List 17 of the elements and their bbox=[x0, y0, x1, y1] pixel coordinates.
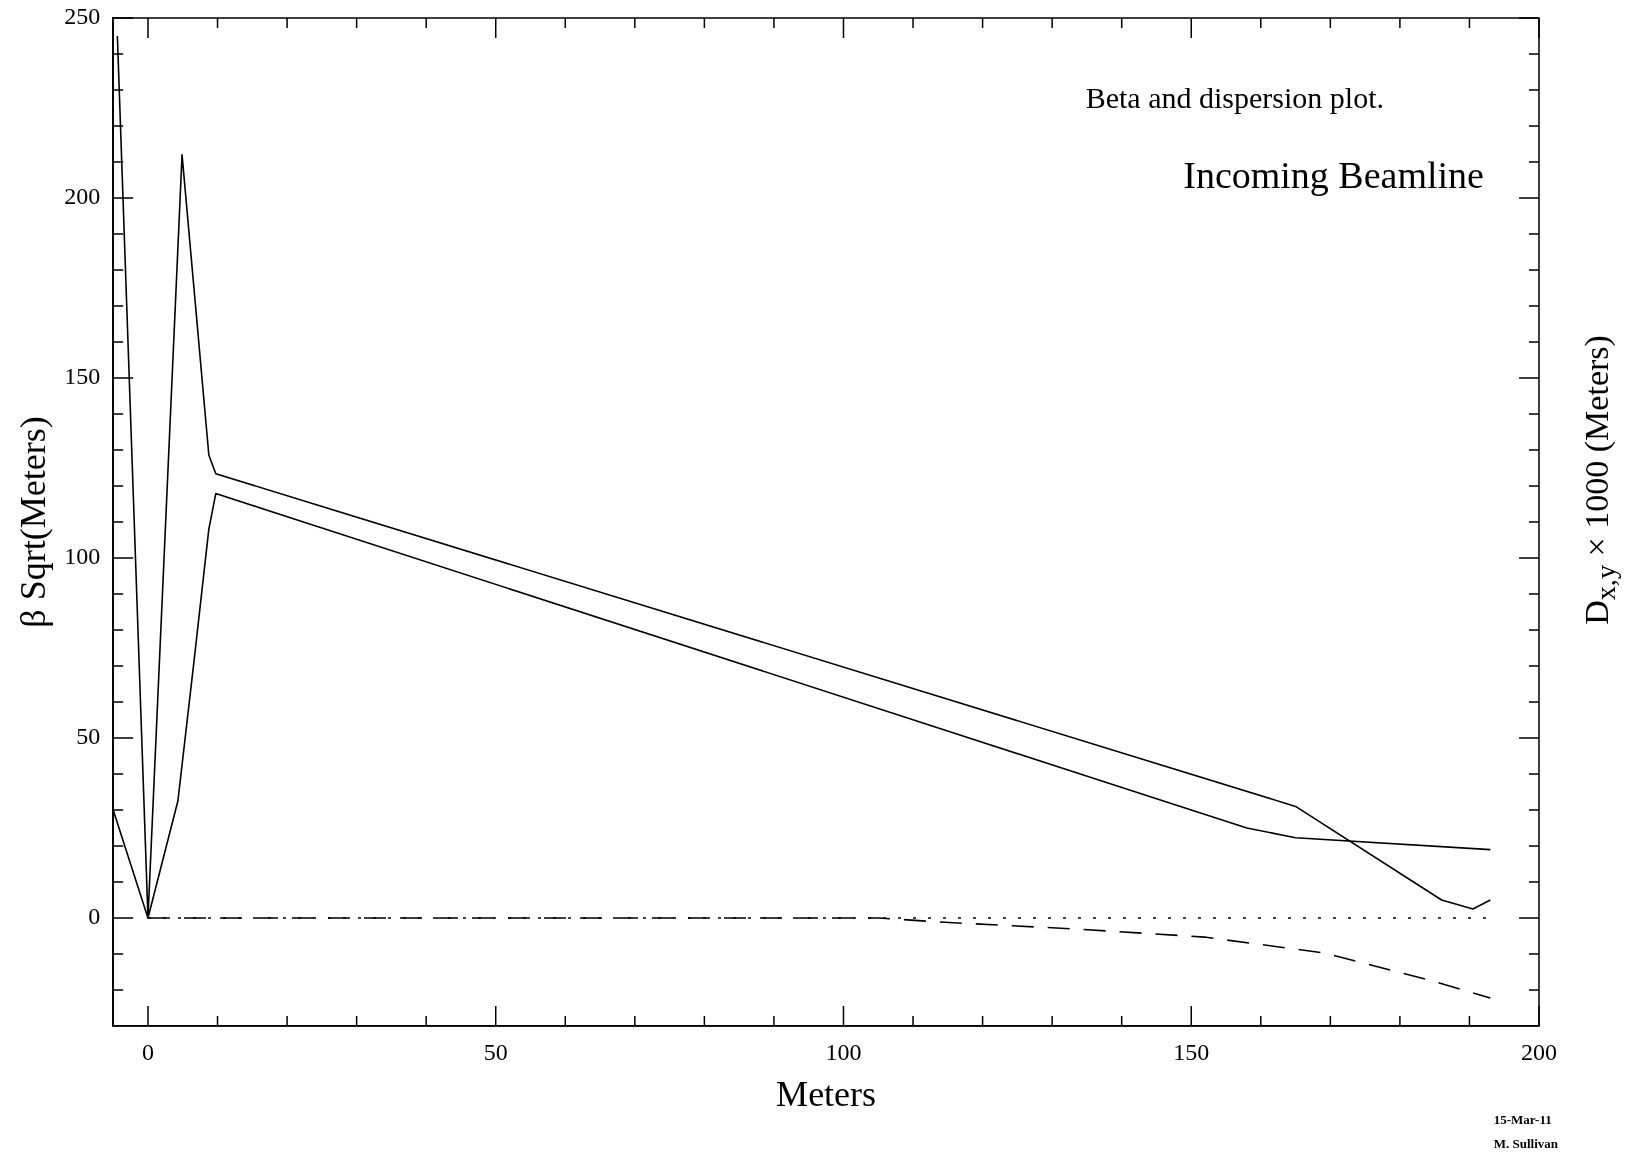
x-tick-label: 100 bbox=[825, 1038, 862, 1065]
y-tick-label: 0 bbox=[88, 903, 101, 930]
x-tick-label: 150 bbox=[1173, 1038, 1210, 1065]
y-tick-label: 150 bbox=[64, 363, 101, 390]
x-axis-title: Meters bbox=[776, 1073, 877, 1114]
text: Incoming Beamline bbox=[1183, 154, 1484, 196]
text: Beta and dispersion plot. bbox=[1085, 81, 1384, 114]
y-tick-label: 250 bbox=[64, 3, 101, 30]
y-tick-label: 50 bbox=[76, 723, 101, 750]
y-axis-title: β Sqrt(Meters) bbox=[13, 416, 54, 628]
x-tick-label: 50 bbox=[483, 1038, 508, 1065]
y-tick-label: 200 bbox=[64, 183, 101, 210]
text: M. Sullivan bbox=[1493, 1135, 1558, 1153]
text: 15-Mar-11 bbox=[1493, 1111, 1553, 1129]
y-tick-label: 100 bbox=[64, 543, 101, 570]
x-tick-label: 200 bbox=[1521, 1038, 1557, 1065]
x-tick-label: 0 bbox=[141, 1038, 154, 1065]
